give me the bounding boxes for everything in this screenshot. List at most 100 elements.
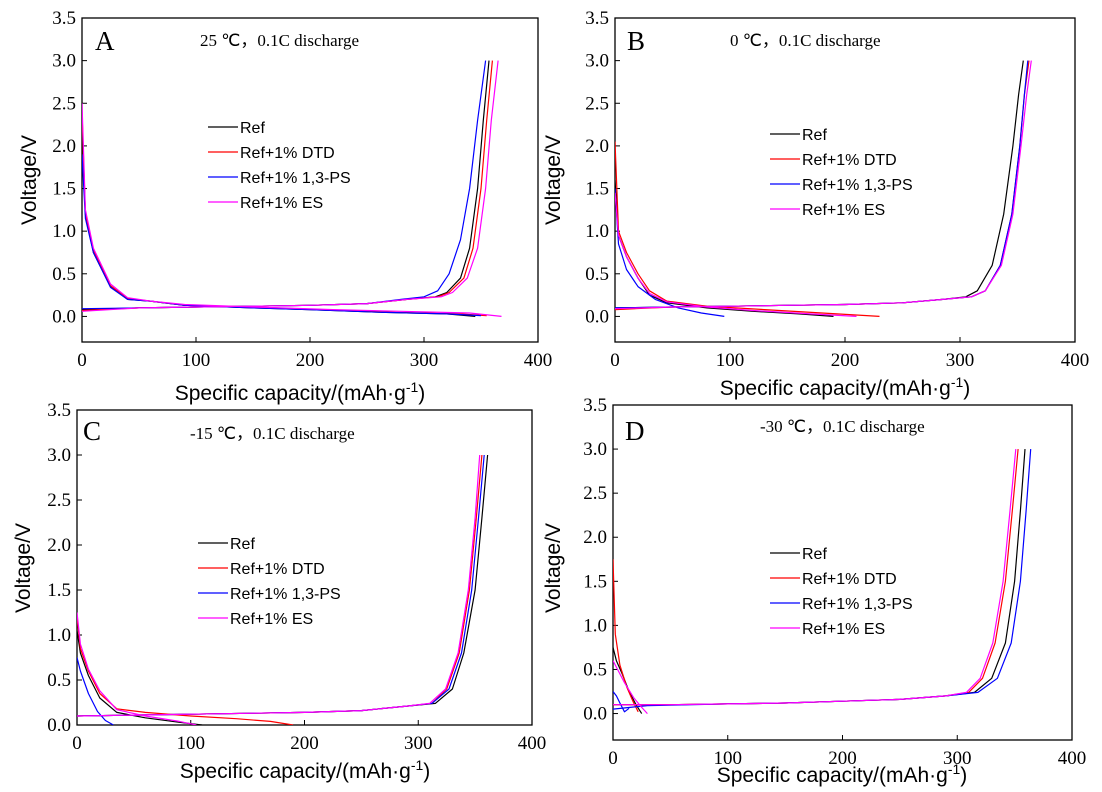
y-axis-label: Voltage/V bbox=[542, 523, 565, 613]
y-tick-label: 0.5 bbox=[585, 264, 609, 285]
x-axis-label: Specific capacity/(mAh·g-1) bbox=[175, 379, 426, 405]
x-tick-label: 100 bbox=[177, 733, 206, 754]
condition-annotation: -15 ℃，0.1C discharge bbox=[190, 424, 355, 443]
condition-annotation: 0 ℃，0.1C discharge bbox=[730, 31, 881, 50]
y-tick-label: 1.5 bbox=[583, 571, 607, 592]
series-charge-line bbox=[615, 60, 1032, 310]
y-tick-label: 3.0 bbox=[47, 445, 71, 466]
series-discharge-line bbox=[615, 188, 725, 317]
series-discharge-line bbox=[613, 647, 643, 714]
series-group bbox=[82, 60, 502, 317]
x-tick-label: 300 bbox=[410, 350, 439, 371]
y-tick-label: 1.0 bbox=[583, 615, 607, 636]
legend-label: Ref+1% ES bbox=[802, 621, 885, 638]
y-tick-label: 1.0 bbox=[585, 221, 609, 242]
y-tick-label: 2.5 bbox=[585, 93, 609, 114]
legend-label: Ref bbox=[230, 536, 255, 553]
y-tick-label: 2.5 bbox=[583, 483, 607, 504]
y-tick-label: 3.5 bbox=[52, 8, 76, 29]
legend-label: Ref+1% 1,3-PS bbox=[802, 177, 913, 194]
y-tick-label: 1.0 bbox=[47, 625, 71, 646]
y-tick-label: 2.5 bbox=[52, 93, 76, 114]
panel-D: 0 100 200 300 400 0.0 0.5 1.0 1.5 2.0 2.5 3.0 3.5 Spe… bbox=[542, 395, 1086, 787]
series-discharge-line bbox=[77, 616, 294, 725]
legend-label: Ref+1% DTD bbox=[802, 571, 897, 588]
legend: Ref Ref+1% DTD Ref+1% 1,3-PS Ref+1% ES bbox=[208, 120, 351, 212]
series-discharge-line bbox=[613, 660, 648, 715]
legend-label: Ref+1% ES bbox=[802, 202, 885, 219]
panel-letter: D bbox=[625, 416, 645, 446]
y-tick-label: 3.0 bbox=[583, 439, 607, 460]
series-charge-line bbox=[82, 60, 499, 312]
panel-C: 0 100 200 300 400 0.0 0.5 1.0 1.5 2.0 2.5 3.0 3.5 Spe… bbox=[12, 400, 546, 783]
series-discharge-line bbox=[82, 111, 487, 317]
legend-label: Ref bbox=[240, 120, 265, 137]
y-tick-label: 2.0 bbox=[47, 535, 71, 556]
x-tick-label: 400 bbox=[1058, 748, 1087, 769]
x-tick-label: 300 bbox=[946, 350, 975, 371]
condition-annotation: 25 ℃，0.1C discharge bbox=[200, 31, 359, 50]
x-tick-label: 0 bbox=[72, 733, 82, 754]
y-tick-label: 3.5 bbox=[47, 400, 71, 421]
y-tick-label: 0.5 bbox=[52, 264, 76, 285]
x-tick-label: 0 bbox=[610, 350, 620, 371]
y-tick-label: 3.5 bbox=[585, 8, 609, 29]
y-tick-label: 0.5 bbox=[47, 670, 71, 691]
legend-label: Ref+1% DTD bbox=[230, 561, 325, 578]
series-discharge-line bbox=[615, 179, 834, 317]
y-tick-label: 0.0 bbox=[585, 306, 609, 327]
y-tick-label: 2.0 bbox=[52, 136, 76, 157]
x-tick-label: 0 bbox=[77, 350, 87, 371]
x-axis-label: Specific capacity/(mAh·g-1) bbox=[180, 757, 431, 783]
y-tick-label: 2.0 bbox=[583, 527, 607, 548]
series-discharge-line bbox=[615, 192, 857, 317]
series-discharge-line bbox=[77, 630, 203, 725]
y-tick-label: 1.5 bbox=[585, 179, 609, 200]
series-group bbox=[77, 454, 489, 725]
series-group bbox=[613, 449, 1032, 715]
x-tick-label: 200 bbox=[828, 748, 857, 769]
y-tick-label: 3.0 bbox=[52, 51, 76, 72]
legend-label: Ref bbox=[802, 127, 827, 144]
x-tick-label: 200 bbox=[831, 350, 860, 371]
panel-letter: C bbox=[83, 416, 101, 446]
x-axis-label: Specific capacity/(mAh·g-1) bbox=[720, 374, 971, 400]
x-tick-label: 0 bbox=[608, 748, 618, 769]
panel-A: 0 100 200 300 400 0.0 0.5 1.0 1.5 2.0 2.5 3.0 3.5 Spe… bbox=[18, 8, 552, 405]
legend-label: Ref+1% 1,3-PS bbox=[230, 586, 341, 603]
x-tick-label: 300 bbox=[943, 748, 972, 769]
legend-label: Ref+1% DTD bbox=[240, 145, 335, 162]
y-tick-label: 0.0 bbox=[583, 704, 607, 725]
legend-label: Ref+1% ES bbox=[240, 195, 323, 212]
y-tick-label: 2.0 bbox=[585, 136, 609, 157]
panel-letter: A bbox=[95, 26, 115, 56]
y-axis-label: Voltage/V bbox=[18, 135, 41, 225]
legend-label: Ref+1% 1,3-PS bbox=[240, 170, 351, 187]
y-tick-label: 3.5 bbox=[583, 395, 607, 416]
x-tick-label: 400 bbox=[1061, 350, 1090, 371]
y-tick-label: 0.5 bbox=[583, 659, 607, 680]
x-axis-label: Specific capacity/(mAh·g-1) bbox=[717, 761, 968, 787]
legend-label: Ref+1% 1,3-PS bbox=[802, 596, 913, 613]
panel-B: 0 100 200 300 400 0.0 0.5 1.0 1.5 2.0 2.5 3.0 3.5 Spe… bbox=[542, 8, 1089, 400]
legend: Ref Ref+1% DTD Ref+1% 1,3-PS Ref+1% ES bbox=[770, 127, 913, 219]
x-tick-label: 100 bbox=[714, 748, 743, 769]
y-axis-label: Voltage/V bbox=[12, 523, 35, 613]
series-discharge-line bbox=[613, 691, 630, 713]
y-tick-label: 1.0 bbox=[52, 221, 76, 242]
x-tick-label: 100 bbox=[716, 350, 745, 371]
y-tick-label: 0.0 bbox=[52, 306, 76, 327]
x-tick-label: 300 bbox=[404, 733, 433, 754]
series-discharge-line bbox=[82, 103, 502, 317]
legend-label: Ref+1% ES bbox=[230, 611, 313, 628]
series-charge-line bbox=[77, 454, 481, 717]
legend-label: Ref+1% DTD bbox=[802, 152, 897, 169]
x-tick-label: 400 bbox=[524, 350, 553, 371]
legend: Ref Ref+1% DTD Ref+1% 1,3-PS Ref+1% ES bbox=[198, 536, 341, 628]
series-charge-line bbox=[613, 449, 1017, 706]
y-axis-label: Voltage/V bbox=[542, 135, 565, 225]
series-discharge-line bbox=[613, 559, 639, 713]
series-group bbox=[615, 60, 1032, 317]
series-discharge-line bbox=[77, 612, 197, 725]
